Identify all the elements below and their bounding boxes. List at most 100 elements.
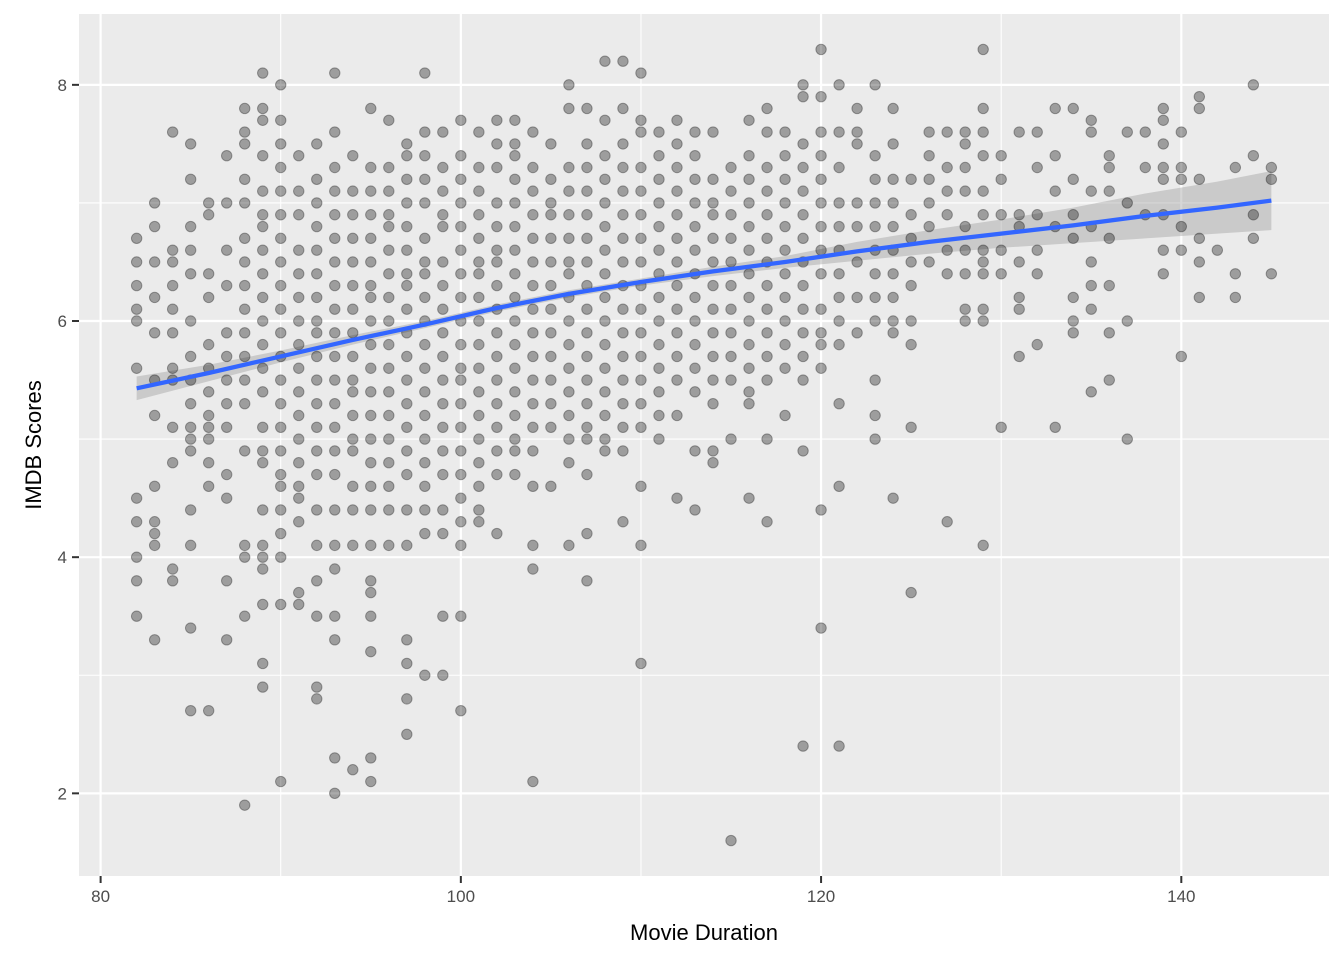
data-point (401, 445, 413, 457)
data-point (148, 634, 161, 646)
data-point (671, 209, 683, 221)
data-point (653, 197, 665, 209)
data-point (707, 374, 719, 386)
data-point (202, 386, 215, 398)
data-point (977, 43, 989, 56)
data-point (401, 539, 413, 552)
data-point (401, 397, 413, 410)
data-point (653, 362, 665, 374)
data-point (329, 350, 341, 363)
data-point (365, 185, 377, 197)
data-point (671, 232, 683, 245)
data-point (1193, 90, 1206, 103)
data-point (959, 138, 971, 150)
data-point (329, 504, 341, 516)
data-point (617, 516, 629, 528)
data-point (779, 338, 791, 351)
data-point (815, 43, 827, 56)
data-point (1265, 161, 1278, 174)
data-point (509, 409, 521, 422)
data-point (383, 315, 395, 327)
data-point (311, 445, 323, 457)
data-point (455, 704, 467, 717)
data-point (905, 421, 917, 433)
data-point (166, 327, 179, 339)
data-point (545, 279, 557, 292)
data-point (437, 504, 449, 516)
data-point (473, 209, 485, 221)
data-point (491, 220, 503, 233)
data-point (347, 209, 359, 221)
data-point (1067, 209, 1079, 221)
data-point (1031, 268, 1043, 280)
data-point (419, 173, 431, 186)
data-point (527, 539, 539, 552)
data-point (202, 268, 215, 280)
data-point (779, 268, 791, 280)
data-point (275, 598, 287, 611)
data-point (239, 610, 251, 622)
data-point (797, 209, 809, 221)
data-point (635, 126, 647, 138)
data-point (581, 527, 593, 540)
data-point (527, 775, 539, 788)
data-point (851, 291, 863, 304)
data-point (455, 150, 467, 162)
data-point (509, 173, 521, 186)
data-point (130, 610, 143, 622)
data-point (311, 220, 323, 233)
data-point (239, 445, 251, 457)
data-point (545, 480, 557, 493)
data-point (311, 244, 323, 256)
data-point (977, 244, 989, 256)
data-point (761, 327, 773, 339)
data-point (671, 374, 683, 386)
data-point (293, 433, 305, 445)
data-point (239, 102, 251, 115)
data-point (743, 291, 755, 304)
data-point (275, 327, 287, 339)
confidence-ribbon (136, 171, 1272, 401)
data-point (779, 409, 791, 422)
data-point (653, 386, 665, 398)
data-point (635, 185, 647, 197)
data-point (599, 114, 611, 126)
data-point (275, 138, 287, 150)
data-point (833, 291, 845, 304)
data-point (941, 244, 953, 256)
data-point (437, 374, 449, 386)
data-point (797, 350, 809, 363)
data-point (545, 209, 557, 221)
data-point (977, 126, 989, 138)
data-point (184, 622, 197, 634)
data-point (635, 67, 647, 79)
data-point (761, 161, 773, 174)
data-point (491, 279, 503, 292)
data-point (671, 138, 683, 150)
data-point (635, 256, 647, 268)
data-point (617, 256, 629, 268)
data-point (148, 480, 161, 493)
data-point (1013, 209, 1025, 221)
data-point (455, 610, 467, 622)
data-point (329, 209, 341, 221)
data-point (148, 409, 161, 422)
data-point (851, 197, 863, 209)
data-point (455, 338, 467, 351)
data-point (148, 327, 161, 339)
data-point (293, 386, 305, 398)
data-point (1193, 173, 1206, 186)
data-point (581, 161, 593, 174)
data-point (599, 173, 611, 186)
data-point (833, 220, 845, 233)
data-point (617, 55, 629, 67)
data-point (617, 303, 629, 315)
data-point (617, 327, 629, 339)
data-point (383, 291, 395, 304)
data-point (184, 220, 197, 233)
data-point (311, 173, 323, 186)
data-point (166, 279, 179, 292)
data-point (1175, 220, 1188, 233)
data-point (617, 232, 629, 245)
x-axis-title: Movie Duration (630, 920, 778, 945)
